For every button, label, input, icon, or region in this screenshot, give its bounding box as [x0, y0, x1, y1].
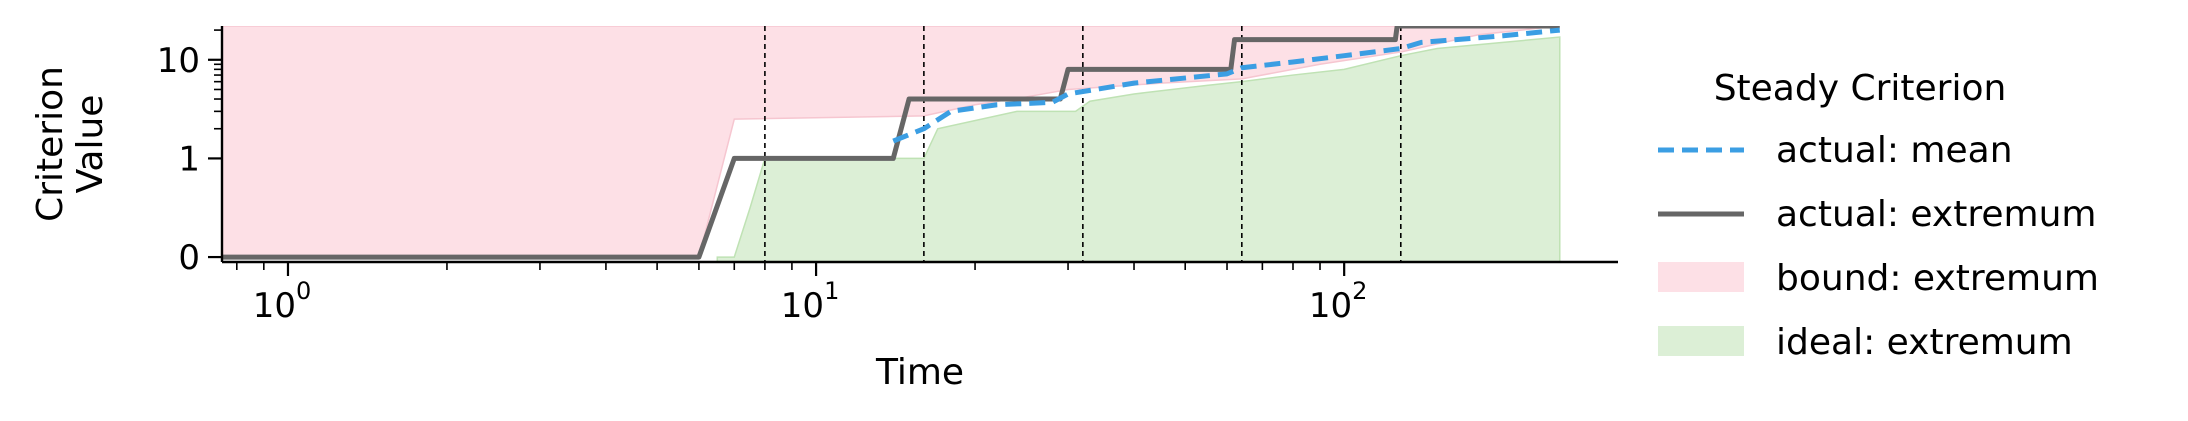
x-tick-label: 102 [1309, 277, 1368, 326]
y-axis-title: CriterionValue [30, 66, 111, 222]
legend-title: Steady Criterion [1714, 68, 2007, 109]
y-tick-label: 0 [178, 238, 200, 278]
x-tick-exponent: 0 [296, 277, 311, 305]
legend-label: actual: extremum [1776, 194, 2096, 235]
y-axis-title-line: Value [70, 95, 111, 194]
x-tick-exponent: 1 [824, 277, 839, 305]
actual-mean-line [892, 27, 1561, 144]
actual-extremum-line [222, 26, 1560, 260]
x-tick-label: 100 [253, 277, 312, 326]
legend-label: bound: extremum [1776, 258, 2099, 299]
x-tick-label: 101 [781, 277, 840, 326]
y-tick-label: 1 [178, 139, 200, 179]
y-tick-label: 10 [157, 41, 200, 81]
x-tick-exponent: 2 [1352, 277, 1367, 305]
legend-swatch [1658, 326, 1744, 356]
bound-extremum-area [222, 26, 1560, 258]
legend-swatch [1658, 262, 1744, 292]
axes-layer [220, 26, 1618, 264]
legend-label: actual: mean [1776, 130, 2013, 171]
area-layer [222, 26, 1561, 262]
line-layer [222, 26, 1561, 260]
legend-label: ideal: extremum [1776, 322, 2073, 363]
y-axis-title-line: Criterion [30, 66, 71, 222]
ideal-extremum-area [716, 36, 1561, 262]
legend: Steady Criterion actual: mean actual: extr… [1658, 68, 2099, 363]
x-axis-title: Time [875, 352, 964, 393]
